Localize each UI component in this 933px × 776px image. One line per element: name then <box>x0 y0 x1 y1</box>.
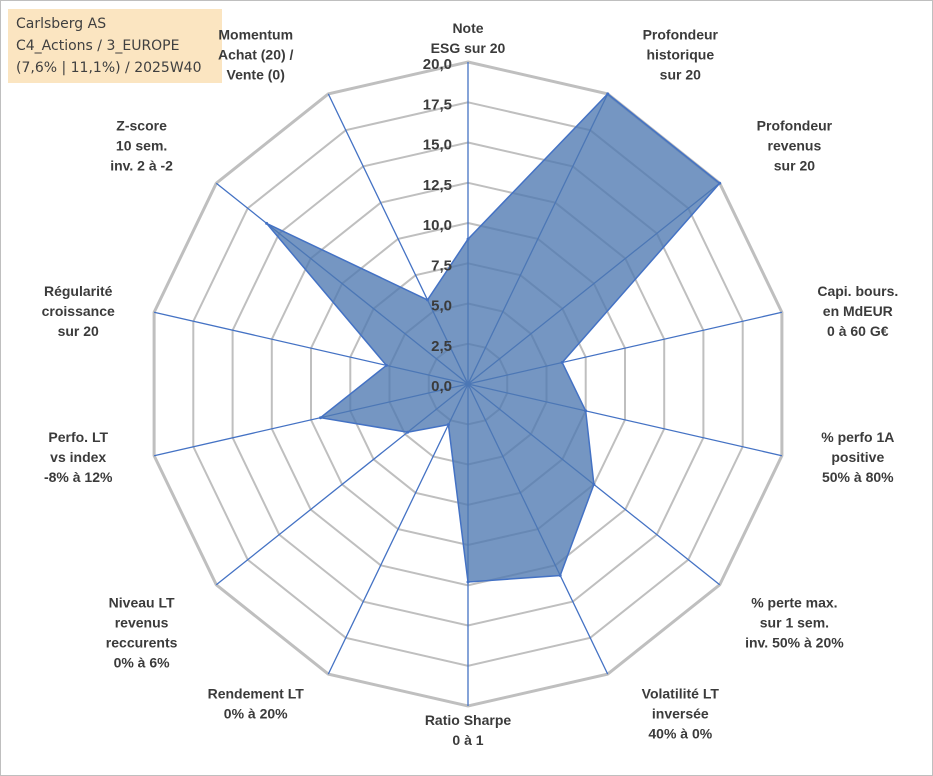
category-label: Volatilité LT inversée 40% à 0% <box>642 686 720 742</box>
data-point <box>466 580 470 584</box>
category-label-line: Rendement LT <box>208 686 305 702</box>
data-point <box>319 416 322 420</box>
category-label-line: inversée <box>652 706 709 722</box>
category-label-line: Niveau LT <box>109 595 175 611</box>
tick-label: 0,0 <box>431 378 452 395</box>
category-label-line: positive <box>831 449 884 465</box>
category-label-line: 50% à 80% <box>822 469 894 485</box>
category-label: Rendement LT 0% à 20% <box>208 686 305 722</box>
category-label-line: Volatilité LT <box>642 686 720 702</box>
category-label-line: sur 20 <box>660 67 701 83</box>
category-label-line: Achat (20) / <box>218 47 294 63</box>
category-label-line: Vente (0) <box>227 67 285 83</box>
category-label-line: Note <box>452 20 483 36</box>
data-point <box>265 221 269 225</box>
category-label: Ratio Sharpe 0 à 1 <box>425 712 512 748</box>
data-point <box>426 298 429 302</box>
category-label-line: 0% à 6% <box>114 655 171 671</box>
data-point <box>446 423 450 427</box>
data-point <box>592 482 596 486</box>
category-label: Régularité croissance sur 20 <box>42 283 115 339</box>
tick-label: 17,5 <box>423 96 452 113</box>
category-label-line: vs index <box>50 449 106 465</box>
tick-label: 20,0 <box>423 56 452 73</box>
category-label: Profondeur historique sur 20 <box>643 27 719 83</box>
category-label: % perte max. sur 1 sem. inv. 50% à 20% <box>745 595 844 651</box>
category-label-line: revenus <box>768 138 822 154</box>
category-label-line: revenus <box>115 615 169 631</box>
tick-label: 5,0 <box>431 298 452 315</box>
category-label: Niveau LT revenus reccurents 0% à 6% <box>106 595 178 671</box>
category-label: Z-score 10 sem. inv. 2 à -2 <box>110 118 173 174</box>
category-label-line: % perfo 1A <box>821 429 894 445</box>
category-label-line: Régularité <box>44 283 113 299</box>
category-label-line: sur 1 sem. <box>760 615 829 631</box>
data-point <box>718 181 722 185</box>
category-label-line: Momentum <box>218 27 293 43</box>
tick-label: 10,0 <box>423 217 452 234</box>
info-box: Carlsberg AS C4_Actions / 3_EUROPE (7,6%… <box>8 9 222 83</box>
category-label-line: 0% à 20% <box>224 706 288 722</box>
series-area <box>266 92 721 583</box>
category-label-line: 10 sem. <box>116 138 167 154</box>
category-label: Capi. bours. en MdEUR 0 à 60 G€ <box>817 283 898 339</box>
category-label-line: en MdEUR <box>823 303 893 319</box>
tick-label: 15,0 <box>423 137 452 154</box>
data-point <box>406 430 410 434</box>
category-label-line: % perte max. <box>751 595 837 611</box>
info-stats: (7,6% | 11,1%) / 2025W40 <box>16 60 202 76</box>
category-label-line: sur 20 <box>774 158 815 174</box>
category-label: Momentum Achat (20) / Vente (0) <box>218 27 294 83</box>
tick-label: 7,5 <box>431 257 452 274</box>
category-label-line: Profondeur <box>643 27 719 43</box>
category-label-line: Capi. bours. <box>817 283 898 299</box>
tick-label: 12,5 <box>423 177 452 194</box>
info-category: C4_Actions / 3_EUROPE <box>16 38 180 54</box>
category-label-line: 0 à 60 G€ <box>827 323 889 339</box>
category-label: Note ESG sur 20 <box>431 20 506 56</box>
data-point <box>466 237 470 241</box>
category-label: Perfo. LT vs index -8% à 12% <box>44 429 113 485</box>
category-label: Profondeur revenus sur 20 <box>757 118 833 174</box>
category-label-line: inv. 50% à 20% <box>745 635 844 651</box>
category-label-line: -8% à 12% <box>44 469 113 485</box>
data-point <box>584 409 588 413</box>
data-point <box>558 574 562 577</box>
category-label-line: sur 20 <box>58 323 99 339</box>
category-label-line: 0 à 1 <box>452 732 483 748</box>
category-label-line: reccurents <box>106 635 178 651</box>
category-label-line: Z-score <box>116 118 167 134</box>
category-label-line: Profondeur <box>757 118 833 134</box>
category-label-line: historique <box>646 47 714 63</box>
category-label-line: Ratio Sharpe <box>425 712 512 728</box>
category-label-line: 40% à 0% <box>648 726 712 742</box>
category-label-line: ESG sur 20 <box>431 40 506 56</box>
category-label-line: Perfo. LT <box>48 429 108 445</box>
axis-spoke <box>327 383 469 675</box>
category-label-line: croissance <box>42 303 115 319</box>
info-company: Carlsberg AS <box>16 16 107 32</box>
data-point <box>384 363 388 367</box>
category-label-line: inv. 2 à -2 <box>110 158 173 174</box>
data-point <box>560 361 564 364</box>
tick-label: 2,5 <box>431 338 452 355</box>
category-label: % perfo 1A positive 50% à 80% <box>821 429 894 485</box>
data-point <box>606 92 610 96</box>
